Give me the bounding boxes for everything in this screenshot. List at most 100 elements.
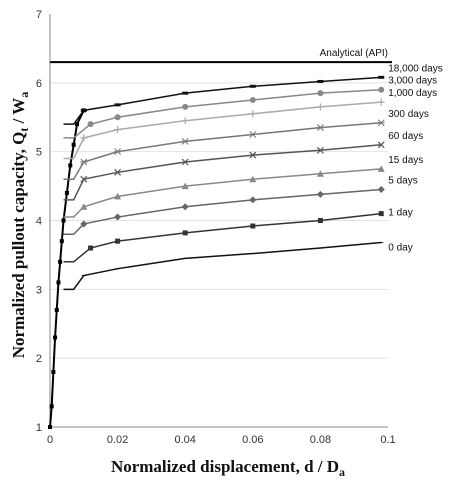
series-line (63, 76, 382, 125)
series-marker (377, 141, 385, 149)
series-line (63, 88, 382, 139)
initial-branch-marker (59, 239, 64, 244)
x-tick-labels: 0 0.02 0.04 0.06 0.08 0.1 (47, 434, 396, 446)
series-marker (249, 196, 257, 204)
series-marker (249, 131, 257, 138)
initial-branch-marker (75, 122, 80, 127)
initial-branch-line (49, 109, 85, 428)
series-marker (377, 98, 385, 106)
series-marker (378, 75, 385, 79)
series-marker (114, 103, 121, 107)
x-tick-label: 0.06 (242, 434, 263, 446)
series-marker (114, 213, 122, 221)
y-tick-labels: 1 2 3 4 5 6 7 (36, 9, 42, 434)
series-marker (316, 146, 324, 154)
x-tick-label: 0.1 (380, 434, 395, 446)
axes (49, 14, 388, 428)
series-marker (249, 151, 257, 159)
series-labels: 0 day 1 day 5 days 15 days 60 days 300 days 1,… (388, 63, 443, 253)
initial-branch-marker (58, 259, 63, 264)
series-marker (182, 103, 189, 110)
series-marker (377, 186, 385, 194)
series-6 (63, 119, 385, 180)
series-9 (63, 75, 385, 125)
series-marker (249, 110, 257, 118)
series-line (63, 212, 382, 263)
series-marker (181, 182, 189, 190)
analytical-label: Analytical (API) (320, 48, 388, 59)
initial-branch-marker (56, 280, 61, 285)
y-tick-label: 6 (36, 78, 42, 90)
series-marker (114, 148, 122, 156)
series-label: 1 day (388, 208, 412, 219)
series-marker (181, 117, 189, 125)
series-marker (80, 158, 88, 166)
series-line (63, 144, 382, 201)
y-axis-title: Normalized pullout capacity, Qt / Wa (9, 92, 31, 359)
series-1 (63, 241, 384, 291)
series-marker (377, 119, 385, 127)
series-marker (317, 79, 324, 83)
series-3 (63, 186, 385, 236)
series-marker (80, 203, 88, 210)
initial-branch-marker (53, 335, 58, 340)
series-8 (63, 86, 385, 139)
series-marker (181, 137, 189, 145)
series-label: 60 days (388, 131, 423, 142)
initial-branch-marker (68, 163, 73, 168)
initial-branch-marker (48, 425, 52, 429)
series-marker (80, 134, 88, 142)
series-4 (63, 165, 385, 218)
series-2 (63, 211, 384, 263)
series-line (63, 122, 382, 180)
series-line (63, 101, 382, 160)
series-marker (317, 218, 323, 223)
series-marker (249, 97, 256, 104)
series-line (63, 168, 382, 218)
series-marker (182, 91, 189, 95)
y-tick-label: 5 (36, 147, 42, 159)
x-tick-label: 0.02 (107, 434, 128, 446)
series-group (48, 75, 385, 429)
annotations: Analytical (API) (50, 48, 392, 64)
series-marker (181, 203, 189, 211)
series-7 (63, 98, 385, 160)
series-marker (378, 211, 384, 217)
initial-branch-marker (64, 190, 69, 195)
y-tick-label: 3 (36, 284, 42, 296)
series-marker (316, 170, 324, 177)
series-marker (181, 158, 189, 166)
series-line (63, 188, 382, 236)
series-marker (80, 108, 87, 112)
series-marker (114, 192, 122, 200)
x-axis-title: Normalized displacement, d / Da (111, 457, 345, 479)
series-label: 3,000 days (388, 76, 437, 87)
gridlines (50, 82, 388, 359)
series-label: 1,000 days (388, 88, 437, 99)
series-label: 15 days (388, 155, 423, 166)
series-label: 0 day (388, 243, 412, 254)
series-marker (182, 230, 188, 236)
initial-branch-marker (61, 218, 66, 223)
series-label: 18,000 days (388, 63, 443, 74)
y-tick-label: 1 (36, 422, 42, 434)
y-tick-label: 4 (36, 216, 42, 228)
series-marker (87, 121, 94, 128)
series-marker (114, 126, 122, 134)
initial-branch-marker (54, 307, 59, 312)
series-5 (63, 141, 385, 201)
initial-branch-marker (71, 142, 76, 147)
initial-branch-marker (51, 369, 56, 374)
series-marker (317, 90, 324, 97)
series-line (63, 241, 382, 291)
series-marker (88, 245, 94, 251)
y-tick-label: 7 (36, 9, 42, 21)
series-marker (250, 223, 256, 229)
initial-branch-marker (49, 404, 54, 409)
series-marker (316, 124, 324, 131)
series-marker (114, 114, 121, 121)
series-marker (80, 175, 88, 183)
x-tick-label: 0.04 (174, 434, 195, 446)
series-marker (316, 103, 324, 111)
